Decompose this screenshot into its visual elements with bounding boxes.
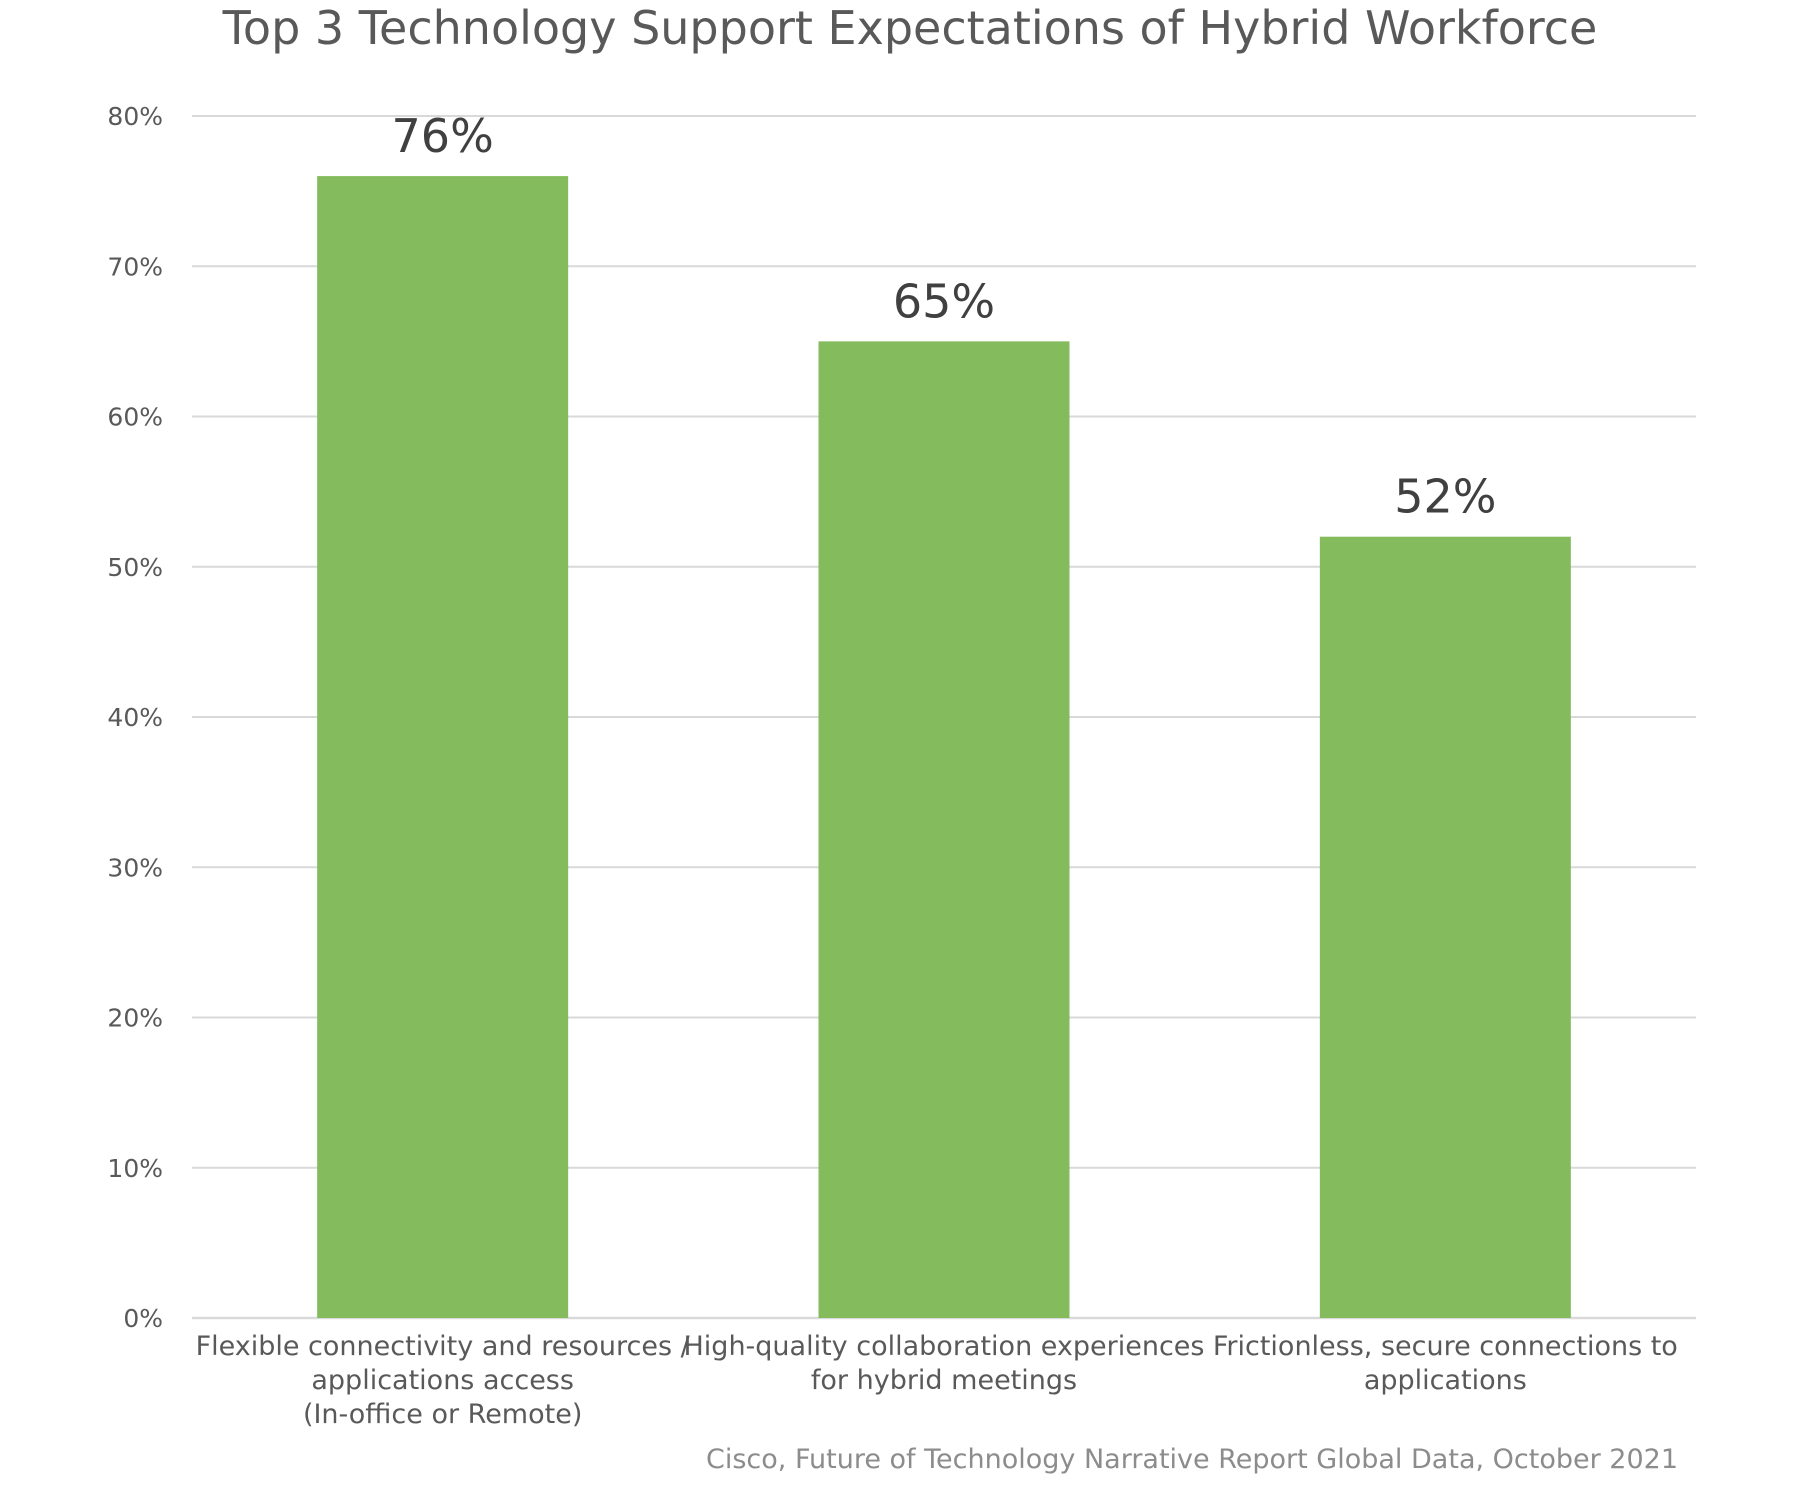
y-tick-label: 40% bbox=[107, 703, 163, 732]
category-label-line: Frictionless, secure connections to bbox=[1213, 1331, 1678, 1362]
bars bbox=[317, 176, 1571, 1319]
y-tick-label: 10% bbox=[107, 1154, 163, 1183]
y-axis-ticks: 0% 10% 20% 30% 40% 50% 60% 70% 80% bbox=[107, 102, 163, 1333]
y-tick-label: 70% bbox=[107, 252, 163, 281]
category-label-line: applications bbox=[1364, 1365, 1527, 1396]
bar bbox=[818, 341, 1070, 1318]
category-label-line: for hybrid meetings bbox=[811, 1365, 1077, 1396]
y-tick-label: 60% bbox=[107, 403, 163, 432]
data-label: 76% bbox=[392, 109, 494, 163]
category-label-line: High-quality collaboration experiences bbox=[684, 1331, 1205, 1362]
category-label: Flexible connectivity and resources / app… bbox=[196, 1331, 691, 1430]
bar bbox=[1319, 536, 1571, 1318]
y-tick-label: 80% bbox=[107, 102, 163, 131]
category-label: High-quality collaboration experiences fo… bbox=[684, 1331, 1205, 1396]
bar bbox=[317, 176, 569, 1319]
y-tick-label: 30% bbox=[107, 853, 163, 882]
category-label-line: applications access bbox=[311, 1365, 574, 1396]
data-labels: 76% 65% 52% bbox=[392, 109, 1497, 524]
category-label: Frictionless, secure connections to appli… bbox=[1213, 1331, 1678, 1396]
x-axis-categories: Flexible connectivity and resources / app… bbox=[196, 1331, 1678, 1430]
category-label-line: (In-office or Remote) bbox=[303, 1399, 582, 1430]
category-label-line: Flexible connectivity and resources / bbox=[196, 1331, 691, 1362]
source-note: Cisco, Future of Technology Narrative Re… bbox=[706, 1444, 1678, 1475]
y-tick-label: 20% bbox=[107, 1004, 163, 1033]
data-label: 52% bbox=[1394, 470, 1496, 524]
y-tick-label: 0% bbox=[123, 1304, 163, 1333]
y-tick-label: 50% bbox=[107, 553, 163, 582]
data-label: 65% bbox=[893, 274, 995, 328]
chart-title: Top 3 Technology Support Expectations of… bbox=[222, 1, 1598, 55]
